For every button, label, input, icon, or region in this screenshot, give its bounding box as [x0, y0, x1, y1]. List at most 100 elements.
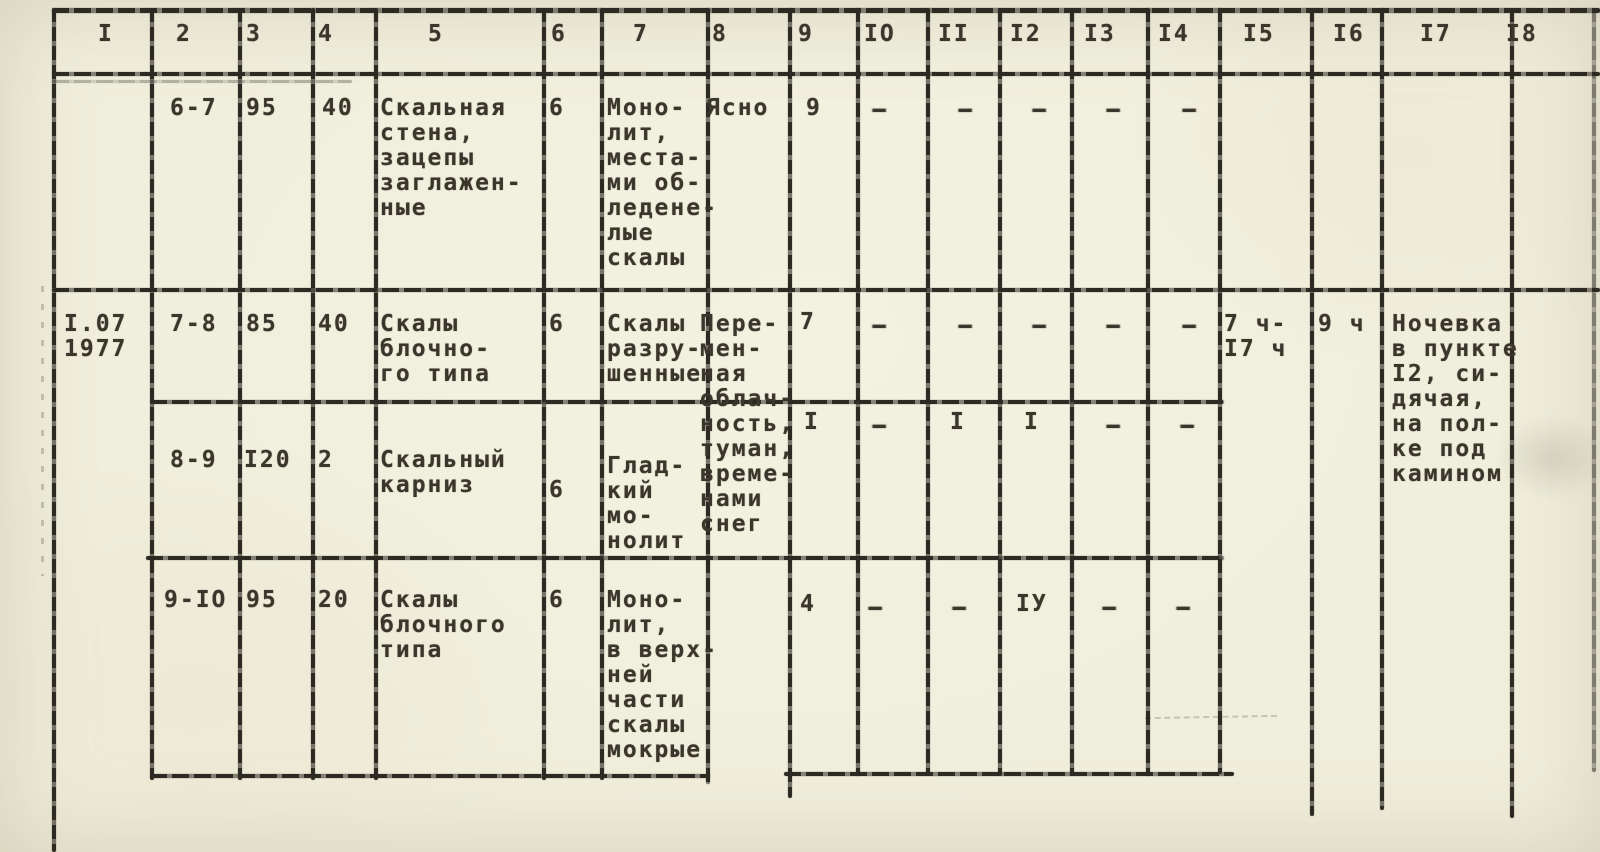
column-header-9: 9: [798, 21, 814, 47]
r2-c10-cell: -: [866, 313, 897, 339]
table-grid-line: [374, 8, 378, 780]
r4-steepness-cell: 20: [318, 587, 350, 613]
column-header-15: I5: [1243, 21, 1275, 47]
r2-steepness-cell: 40: [318, 311, 350, 337]
r4-c14-cell: -: [1170, 595, 1201, 621]
table-grid-line: [52, 80, 352, 83]
r4-c12-cell: IУ: [1016, 591, 1048, 617]
table-grid-line: [784, 772, 1234, 776]
table-grid-line: [1310, 8, 1314, 816]
table-grid-line: [1592, 8, 1596, 772]
r1-length-cell: 95: [246, 95, 278, 121]
column-header-11: II: [938, 21, 970, 47]
r1-terrain-cell: Скальная стена, зацепы заглажен- ные: [380, 95, 523, 221]
r4-c9-cell: 4: [800, 591, 816, 617]
r2-terrain-cell: Скалы блочно- го типа: [380, 311, 491, 387]
column-header-2: 2: [176, 21, 192, 47]
table-grid-line: [52, 8, 1600, 13]
column-header-10: IO: [864, 21, 896, 47]
column-header-8: 8: [712, 21, 728, 47]
r4-length-cell: 95: [246, 587, 278, 613]
r2-c11-cell: -: [952, 313, 983, 339]
column-header-5: 5: [428, 21, 444, 47]
r3-c11-cell: I: [950, 409, 966, 435]
scan-smudge: [41, 286, 44, 576]
table-grid-line: [52, 8, 56, 852]
column-header-13: I3: [1084, 21, 1116, 47]
table-grid-line: [311, 8, 315, 780]
r2-interval-cell: 7-8: [170, 311, 218, 337]
r4-terrain-cell: Скалы блочного типа: [380, 587, 507, 663]
column-header-3: 3: [246, 21, 262, 47]
table-grid-line: [146, 556, 1224, 560]
column-header-7: 7: [633, 21, 649, 47]
r2-weather-cell: Пере- мен- ная облач- ность, туман, врем…: [700, 311, 796, 537]
r3-c9-cell: I: [804, 409, 820, 435]
table-grid-line: [150, 8, 154, 780]
r3-c10-cell: -: [866, 413, 897, 439]
table-grid-line: [1380, 8, 1384, 810]
r3-surface-cell: Глад- кий мо- нолит: [607, 453, 687, 554]
r3-steepness-cell: 2: [318, 447, 334, 473]
r2-c12-cell: -: [1026, 313, 1057, 339]
column-header-18: I8: [1506, 21, 1538, 47]
table-grid-line: [52, 288, 1600, 292]
table-grid-line: [52, 72, 1600, 76]
r2-bivouac-cell: Ночевка в пункте I2, си- дячая, на пол- …: [1392, 311, 1519, 487]
column-header-12: I2: [1010, 21, 1042, 47]
r3-terrain-cell: Скальный карниз: [380, 447, 507, 498]
r2-c14-cell: -: [1176, 313, 1207, 339]
r2-time-span-cell: 7 ч- I7 ч: [1224, 311, 1288, 362]
r1-c10-cell: -: [866, 97, 897, 123]
column-header-17: I7: [1420, 21, 1452, 47]
r3-c12-cell: I: [1024, 409, 1040, 435]
r1-c12-cell: -: [1026, 97, 1057, 123]
r2-c13-cell: -: [1100, 313, 1131, 339]
table-grid-line: [542, 8, 546, 780]
r2-surface-cell: Скалы разру- шенные: [607, 311, 703, 387]
r1-c14-cell: -: [1176, 97, 1207, 123]
table-grid-line: [1510, 8, 1514, 818]
r4-surface-cell: Моно- лит, в верх- ней части скалы мокры…: [607, 587, 718, 763]
r2-duration-cell: 9 ч: [1318, 311, 1366, 337]
r2-difficulty-cell: 6: [549, 311, 565, 337]
column-header-14: I4: [1158, 21, 1190, 47]
r4-c11-cell: -: [946, 595, 977, 621]
r1-difficulty-cell: 6: [549, 95, 565, 121]
column-header-6: 6: [551, 21, 567, 47]
r1-c13-cell: -: [1100, 97, 1131, 123]
r1-surface-cell: Моно- лит, места- ми об- ледене- лые ска…: [607, 95, 718, 271]
table-grid-line: [238, 8, 242, 780]
scan-smudge: [1144, 714, 1278, 720]
r3-c13-cell: -: [1100, 413, 1131, 439]
table-grid-line: [150, 400, 1224, 404]
column-header-4: 4: [318, 21, 334, 47]
r1-weather-cell: Ясно: [706, 95, 770, 121]
r4-difficulty-cell: 6: [549, 587, 565, 613]
r3-c14-cell: -: [1174, 413, 1205, 439]
table-grid-line: [926, 8, 930, 776]
column-header-1: I: [98, 21, 114, 47]
r4-c10-cell: -: [862, 595, 893, 621]
table-grid-line: [856, 8, 860, 776]
column-header-16: I6: [1333, 21, 1365, 47]
table-grid-line: [1070, 8, 1074, 776]
r2-c9-cell: 7: [800, 309, 816, 335]
table-grid-line: [1146, 8, 1150, 776]
r4-c13-cell: -: [1096, 595, 1127, 621]
r1-interval-cell: 6-7: [170, 95, 218, 121]
table-grid-line: [998, 8, 1002, 776]
r3-length-cell: I20: [244, 447, 292, 473]
r4-interval-cell: 9-IO: [164, 587, 228, 613]
table-grid-line: [150, 774, 710, 778]
r1-steepness-cell: 40: [322, 95, 354, 121]
r2-date-cell: I.07 1977: [64, 311, 128, 362]
r2-length-cell: 85: [246, 311, 278, 337]
r3-interval-cell: 8-9: [170, 447, 218, 473]
r1-c9-cell: 9: [806, 95, 822, 121]
table-grid-line: [706, 8, 710, 784]
table-grid-line: [1218, 8, 1222, 774]
table-grid-line: [600, 8, 604, 780]
r1-c11-cell: -: [952, 97, 983, 123]
